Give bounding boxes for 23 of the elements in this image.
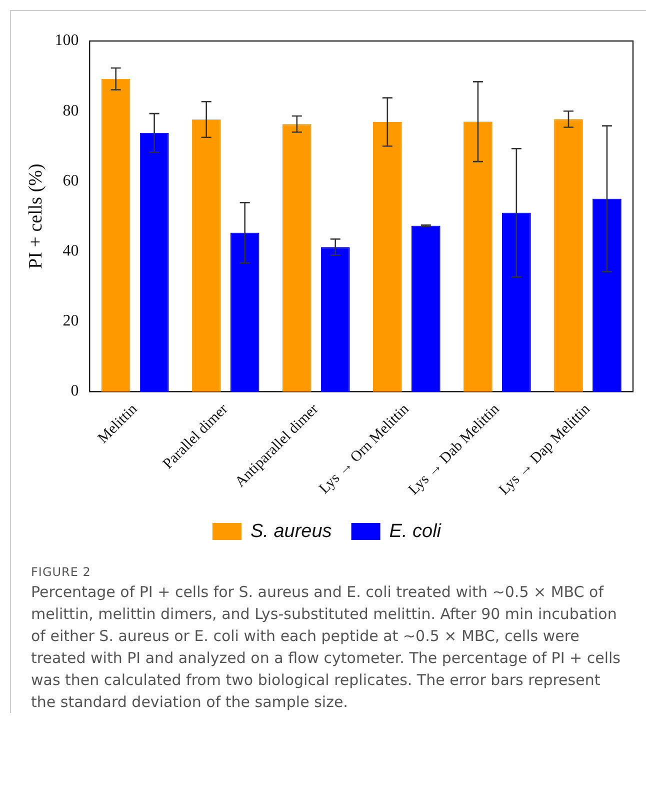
bar [101,78,130,392]
y-tick-label: 20 [62,312,79,330]
text: Percentage of PI + cells for S. aureus and E. coli treated with ~0.5 × MBC of melittin, melittin dimers, and Lys-substituted melittin. After 90 min incubation of either S. aureus or E. coli with each peptide at ~0.5 × MBC, cells were treated with PI and analyzed on a flow cytometer. The percentage of PI + cells was then calculated from two biological replicates. The error bars represent the standard deviation of the sample size. [31,582,622,713]
y-tick-label: 80 [62,102,79,120]
y-tick-label: 40 [62,242,79,260]
bar [502,212,531,392]
y-tick-label: 100 [54,32,79,50]
bar [592,198,622,392]
y-axis-title: PI + cells (%) [25,164,46,269]
bar [411,226,440,392]
bar [464,122,492,392]
bar [320,247,350,392]
y-tick-label: 60 [62,172,79,190]
y-tick-label: 0 [70,382,79,400]
legend-label: S. aureus [250,520,332,542]
legend-label: E. coli [389,520,442,542]
bar [192,120,221,392]
bar [373,122,402,392]
bar [554,119,583,392]
bar [282,124,312,392]
caption: FIGURE 2 [31,565,92,579]
bar [230,232,260,392]
bar [140,132,169,392]
